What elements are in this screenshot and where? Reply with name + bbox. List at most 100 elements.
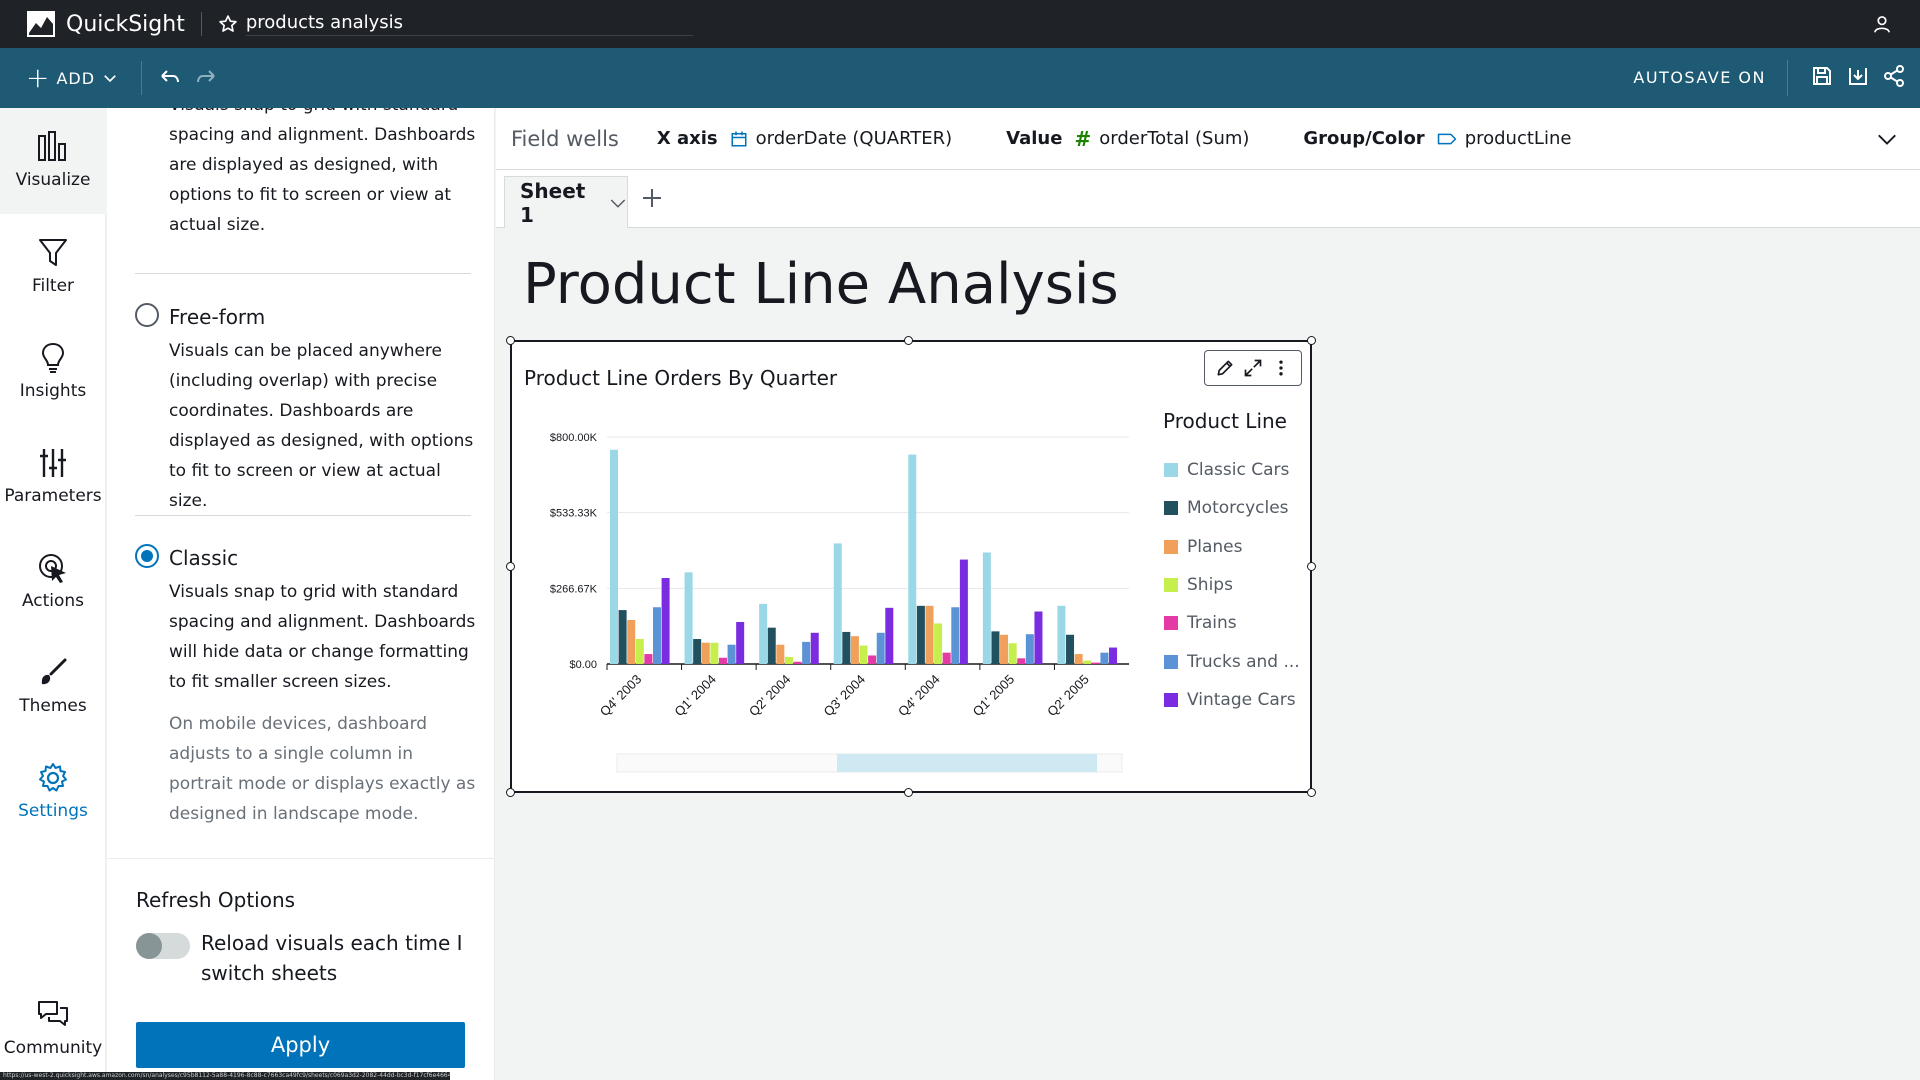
rail-item-community[interactable]: Community: [0, 998, 106, 1058]
bar[interactable]: [1008, 643, 1017, 664]
bar[interactable]: [876, 632, 885, 664]
bar[interactable]: [1100, 652, 1109, 664]
reload-visuals-toggle[interactable]: [136, 933, 190, 959]
bar[interactable]: [934, 623, 943, 664]
legend-item[interactable]: Planes: [1164, 537, 1242, 557]
bar[interactable]: [959, 559, 968, 664]
app-logo[interactable]: QuickSight: [27, 11, 185, 37]
save-icon[interactable]: [1810, 64, 1834, 88]
bar[interactable]: [635, 639, 644, 664]
bar[interactable]: [991, 631, 1000, 664]
bar[interactable]: [942, 652, 951, 664]
bar[interactable]: [1034, 611, 1043, 664]
rail-item-parameters[interactable]: Parameters: [0, 446, 106, 506]
bar[interactable]: [793, 661, 802, 664]
expand-icon[interactable]: [1243, 358, 1263, 378]
legend-item[interactable]: Vintage Cars: [1164, 690, 1296, 710]
share-icon[interactable]: [1882, 64, 1906, 88]
bar[interactable]: [859, 645, 868, 664]
bar[interactable]: [736, 622, 745, 664]
bar[interactable]: [925, 605, 934, 664]
rail-item-settings[interactable]: Settings: [0, 761, 106, 821]
resize-handle[interactable]: [1307, 336, 1316, 345]
legend-item[interactable]: Classic Cars: [1164, 460, 1289, 480]
bar[interactable]: [684, 572, 693, 664]
bar[interactable]: [810, 632, 819, 664]
bar[interactable]: [802, 641, 811, 664]
bar[interactable]: [868, 655, 877, 664]
bar[interactable]: [842, 631, 851, 664]
undo-icon[interactable]: [158, 66, 182, 90]
apply-button[interactable]: Apply: [136, 1022, 465, 1068]
bar[interactable]: [610, 449, 618, 664]
bar[interactable]: [701, 642, 710, 664]
chevron-down-icon[interactable]: [1876, 128, 1898, 150]
bar[interactable]: [916, 605, 925, 664]
resize-handle[interactable]: [904, 788, 913, 797]
bar[interactable]: [767, 627, 776, 664]
bar[interactable]: [710, 642, 719, 664]
legend-item[interactable]: Motorcycles: [1164, 498, 1289, 518]
star-icon[interactable]: [218, 14, 238, 34]
download-icon[interactable]: [1846, 64, 1870, 88]
bar[interactable]: [1025, 634, 1034, 664]
edit-icon[interactable]: [1215, 358, 1235, 378]
bar[interactable]: [759, 603, 768, 664]
bar[interactable]: [1109, 647, 1118, 664]
add-sheet-icon[interactable]: [640, 186, 664, 210]
autosave-toggle[interactable]: AUTOSAVE ON: [1633, 68, 1766, 87]
rail-item-themes[interactable]: Themes: [0, 656, 106, 716]
bar[interactable]: [885, 607, 894, 664]
field-wells-bar[interactable]: Field wells X axis orderDate (QUARTER) V…: [496, 108, 1920, 170]
redo-icon[interactable]: [194, 66, 218, 90]
legend-item[interactable]: Trains: [1164, 613, 1237, 633]
resize-handle[interactable]: [506, 562, 515, 571]
bar[interactable]: [784, 656, 793, 664]
radio-classic[interactable]: [135, 544, 159, 568]
x-axis-field[interactable]: orderDate (QUARTER): [730, 128, 952, 149]
bar[interactable]: [693, 639, 702, 664]
rail-item-visualize[interactable]: Visualize: [0, 108, 106, 214]
resize-handle[interactable]: [506, 336, 515, 345]
bar[interactable]: [982, 552, 991, 664]
tab-sheet-1[interactable]: Sheet 1: [504, 176, 628, 228]
bar[interactable]: [1083, 660, 1092, 664]
bar[interactable]: [833, 543, 842, 664]
chevron-down-icon[interactable]: [609, 193, 627, 213]
bar[interactable]: [1066, 634, 1075, 664]
rail-item-actions[interactable]: Actions: [0, 551, 106, 611]
bar[interactable]: [661, 578, 670, 664]
bar[interactable]: [1091, 662, 1100, 664]
chart-scrollbar-thumb[interactable]: [837, 754, 1097, 772]
resize-handle[interactable]: [904, 336, 913, 345]
resize-handle[interactable]: [1307, 562, 1316, 571]
resize-handle[interactable]: [1307, 788, 1316, 797]
radio-freeform[interactable]: [135, 303, 159, 327]
bar[interactable]: [776, 644, 785, 664]
bar-chart-visual[interactable]: Product Line Orders By Quarter $0.00 $266…: [506, 336, 1316, 797]
rail-item-filter[interactable]: Filter: [0, 236, 106, 296]
resize-handle[interactable]: [506, 788, 515, 797]
legend-item[interactable]: Trucks and ...: [1164, 652, 1300, 672]
bar[interactable]: [850, 636, 859, 664]
legend-item[interactable]: Ships: [1164, 575, 1233, 595]
bar[interactable]: [627, 620, 636, 664]
bar[interactable]: [1017, 658, 1026, 664]
bar[interactable]: [618, 610, 627, 664]
user-icon[interactable]: [1872, 14, 1892, 34]
bar[interactable]: [727, 644, 736, 664]
bar[interactable]: [1074, 654, 1083, 664]
bar[interactable]: [951, 607, 960, 664]
add-button[interactable]: + ADD: [26, 64, 119, 92]
bar[interactable]: [718, 657, 727, 664]
group-color-field[interactable]: productLine: [1437, 128, 1571, 149]
bar[interactable]: [1057, 605, 1066, 664]
more-options-icon[interactable]: [1271, 358, 1291, 378]
value-field[interactable]: # orderTotal (Sum): [1074, 127, 1249, 151]
bar[interactable]: [908, 454, 917, 664]
analysis-name-input[interactable]: products analysis: [245, 12, 694, 36]
bar[interactable]: [1000, 634, 1009, 664]
bar[interactable]: [644, 654, 653, 664]
rail-item-insights[interactable]: Insights: [0, 341, 106, 401]
bar[interactable]: [653, 607, 661, 664]
